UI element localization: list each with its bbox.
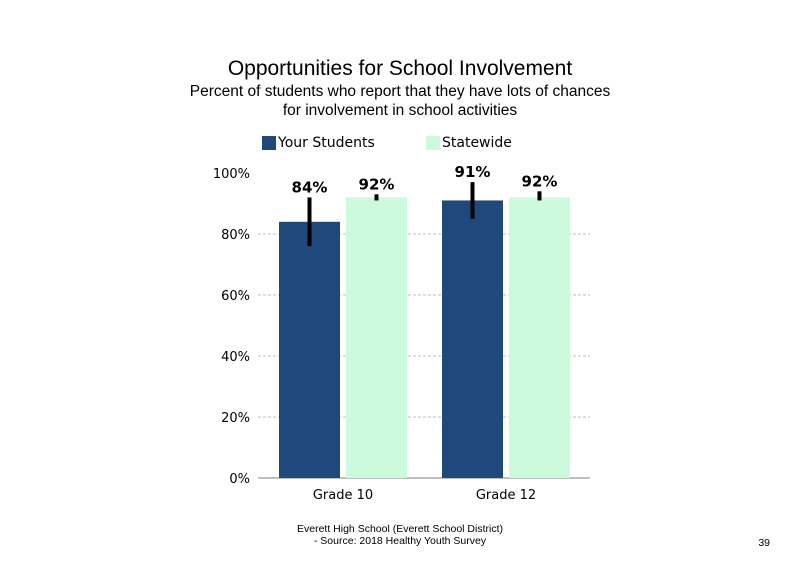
y-tick-label: 20% xyxy=(221,411,250,426)
subtitle-line-2: for involvement in school activities xyxy=(282,102,518,119)
footer-source: - Source: 2018 Healthy Youth Survey xyxy=(313,535,487,547)
legend-label-your-students: Your Students xyxy=(278,135,375,151)
data-label: 91% xyxy=(455,163,491,181)
bar-your-students-grade-12 xyxy=(442,200,503,478)
legend-swatch-your-students xyxy=(262,136,276,150)
data-label: 92% xyxy=(359,175,395,193)
footer: Everett High School (Everett School Dist… xyxy=(200,523,600,547)
y-tick-label: 80% xyxy=(221,228,250,243)
x-tick-label: Grade 12 xyxy=(476,488,536,503)
y-tick-label: 0% xyxy=(229,472,250,487)
legend-label-statewide: Statewide xyxy=(442,135,512,151)
y-tick-label: 100% xyxy=(213,167,250,182)
page-number: 39 xyxy=(758,537,770,549)
bar-statewide-grade-10 xyxy=(346,197,407,478)
chart-title: Opportunities for School Involvement xyxy=(227,57,573,80)
legend-item-statewide: Statewide xyxy=(426,134,512,152)
subtitle-line-1: Percent of students who report that they… xyxy=(189,83,611,100)
bar-your-students-grade-10 xyxy=(279,221,340,479)
chart-subtitle: Percent of students who report that they… xyxy=(100,82,700,120)
y-tick-label: 60% xyxy=(221,289,250,304)
legend-swatch-statewide xyxy=(426,136,440,150)
legend-item-your-students: Your Students xyxy=(262,134,375,152)
data-label: 84% xyxy=(292,178,328,196)
x-tick-label: Grade 10 xyxy=(313,488,373,503)
y-tick-label: 40% xyxy=(221,350,250,365)
data-label: 92% xyxy=(522,172,558,190)
footer-school: Everett High School (Everett School Dist… xyxy=(297,523,503,535)
bar-statewide-grade-12 xyxy=(509,197,570,478)
